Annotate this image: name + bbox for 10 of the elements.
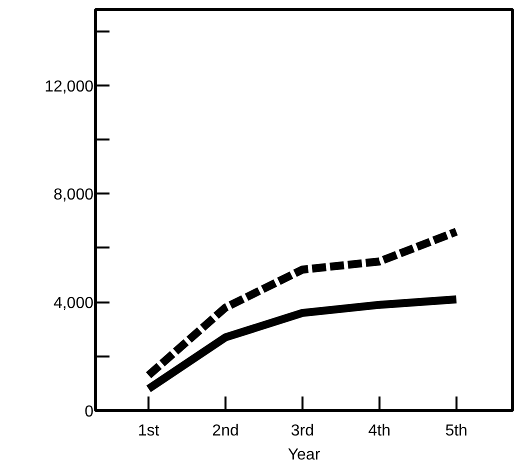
x-tick-label: 5th [445, 422, 468, 440]
y-tick-label: 8,000 [53, 186, 94, 204]
y-tick-label: 0 [84, 404, 94, 420]
y-tick-label: 12,000 [44, 78, 94, 96]
x-tick-label: 1st [138, 422, 160, 440]
text: 4,000 [53, 295, 94, 312]
x-tick-label: 3rd [290, 422, 314, 440]
x-axis-title: Year [288, 446, 321, 464]
x-tick-label: 4th [368, 422, 391, 440]
x-tick-label: 2nd [212, 422, 239, 440]
